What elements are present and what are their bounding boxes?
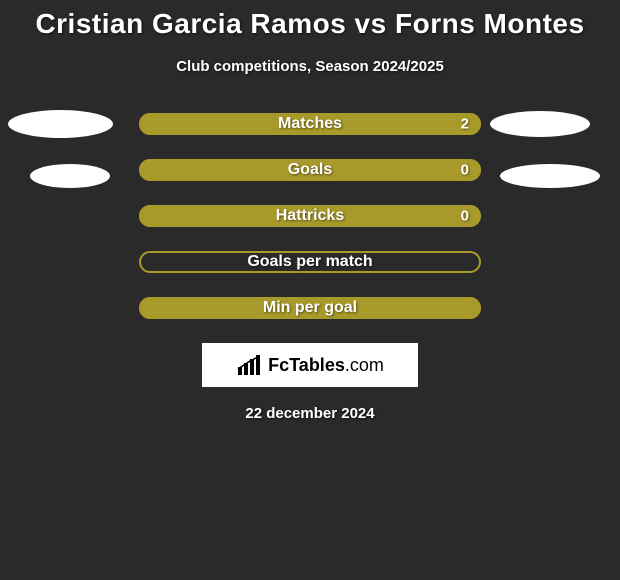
stat-label: Matches [278, 115, 342, 133]
logo-text: FcTables.com [268, 355, 384, 376]
stat-label: Min per goal [263, 299, 357, 317]
logo-bars-icon [236, 353, 264, 377]
stat-rows: Matches 2 Goals 0 Hattricks 0 Goals per match M… [0, 113, 620, 319]
stat-value: 2 [461, 116, 469, 133]
page-title: Cristian Garcia Ramos vs Forns Montes [0, 8, 620, 40]
logo-brand-main: FcTables [268, 355, 345, 375]
stat-row: Goals per match [0, 251, 620, 273]
stat-label: Goals per match [247, 253, 372, 271]
left-ellipse [30, 164, 110, 188]
stat-bar: Hattricks 0 [139, 205, 481, 227]
right-ellipse [490, 111, 590, 137]
logo: FcTables.com [236, 353, 384, 377]
stat-label: Goals [288, 161, 332, 179]
date-label: 22 december 2024 [0, 405, 620, 422]
left-ellipse [8, 110, 113, 138]
stat-bar: Goals per match [139, 251, 481, 273]
stat-bar: Matches 2 [139, 113, 481, 135]
stat-bar: Min per goal [139, 297, 481, 319]
stat-row: Goals 0 [0, 159, 620, 181]
logo-brand-suffix: .com [345, 355, 384, 375]
stat-value: 0 [461, 208, 469, 225]
stat-bar: Goals 0 [139, 159, 481, 181]
subtitle: Club competitions, Season 2024/2025 [0, 58, 620, 75]
right-ellipse [500, 164, 600, 188]
stat-row: Matches 2 [0, 113, 620, 135]
stat-row: Hattricks 0 [0, 205, 620, 227]
logo-box: FcTables.com [202, 343, 418, 387]
stat-value: 0 [461, 162, 469, 179]
stat-row: Min per goal [0, 297, 620, 319]
comparison-infographic: Cristian Garcia Ramos vs Forns Montes Cl… [0, 0, 620, 422]
stat-label: Hattricks [276, 207, 344, 225]
